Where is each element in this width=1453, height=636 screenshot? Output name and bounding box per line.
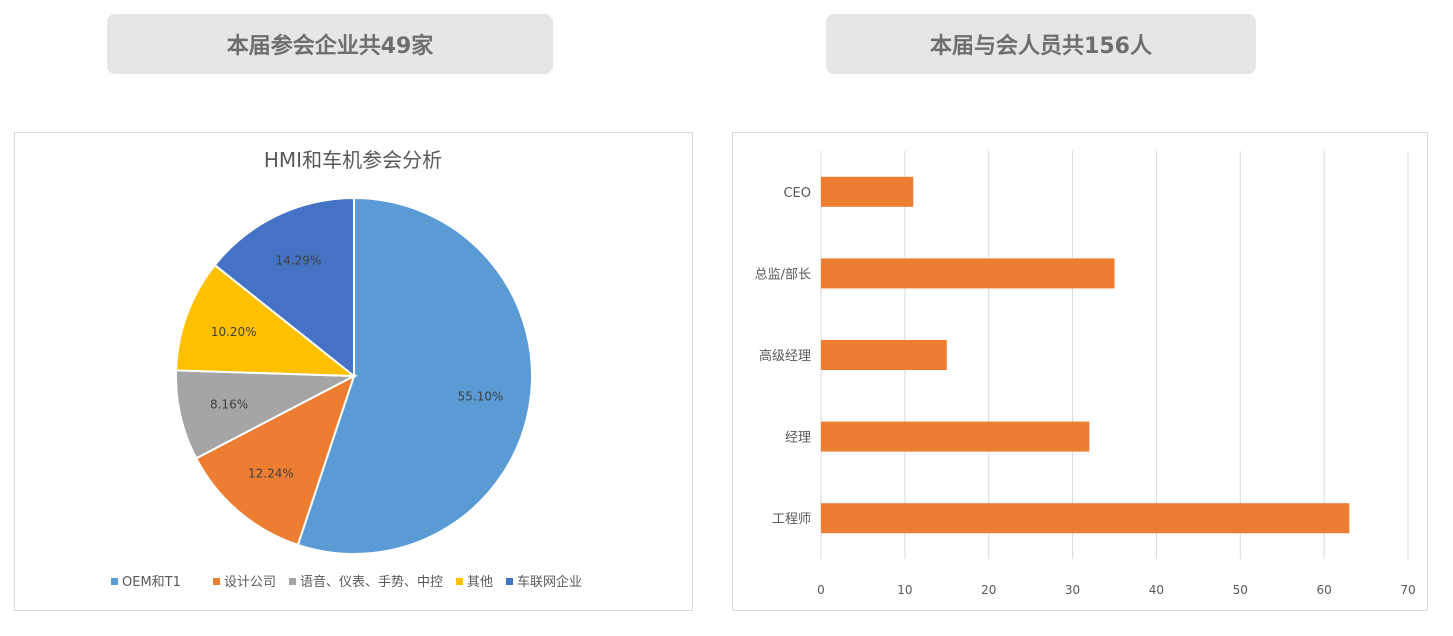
pie-data-label-3: 10.20% — [211, 325, 257, 339]
x-tick-label-7: 70 — [1400, 583, 1415, 597]
legend-swatch-0 — [111, 578, 118, 585]
pie-slice-0 — [296, 196, 533, 555]
pie-data-label-0: 55.10% — [458, 389, 504, 403]
banner-attendees-text: 本届与会人员共156人 — [930, 34, 1152, 59]
pie-chart: HMI和车机参会分析 55.10% 12.24% 8.16% 10.20% 14.29% O… — [111, 148, 582, 590]
bar-chart-panel: 0 10 20 30 40 50 60 70 CEO 总监/部长高级经理经理工程师 — [732, 132, 1428, 611]
x-tick-label-6: 60 — [1317, 583, 1332, 597]
pie-slice-3 — [175, 263, 357, 378]
legend-label-0: OEM和T1 — [122, 575, 181, 590]
x-tick-label-2: 20 — [981, 583, 996, 597]
banner-companies: 本届参会企业共49家 — [107, 14, 553, 74]
pie-chart-panel: HMI和车机参会分析 55.10% 12.24% 8.16% 10.20% 14.29% O… — [14, 132, 693, 611]
banner-attendees: 本届与会人员共156人 — [826, 14, 1256, 74]
legend-swatch-1 — [213, 578, 220, 585]
banner-companies-text: 本届参会企业共49家 — [226, 34, 434, 59]
x-tick-label-1: 10 — [897, 583, 912, 597]
legend-label-4: 车联网企业 — [517, 574, 582, 590]
bar-4 — [821, 503, 1350, 534]
legend-swatch-2 — [289, 578, 296, 585]
x-tick-label-4: 40 — [1149, 583, 1164, 597]
bar-0 — [821, 176, 914, 207]
bar-3 — [821, 421, 1090, 452]
pie-slice-2 — [175, 369, 358, 460]
pie-data-label-4: 14.29% — [275, 254, 321, 268]
pie-data-label-2: 8.16% — [210, 398, 248, 412]
legend-swatch-3 — [456, 578, 463, 585]
bar-2 — [821, 340, 947, 370]
legend-swatch-4 — [506, 578, 513, 585]
legend-label-2: 语音、仪表、手势、中控 — [300, 574, 443, 590]
pie-title: HMI和车机参会分析 — [264, 148, 442, 172]
y-category-label-1: 总监/部长 — [755, 267, 811, 282]
y-category-label-2: 高级经理 — [759, 348, 811, 364]
legend-label-1: 设计公司 — [224, 575, 276, 590]
bar-1 — [821, 258, 1115, 289]
y-category-label-3: 经理 — [785, 431, 811, 446]
x-tick-label-5: 50 — [1233, 583, 1248, 597]
y-category-label-0: CEO — [783, 186, 811, 201]
pie-data-label-1: 12.24% — [248, 467, 294, 481]
y-category-label-4: 工程师 — [772, 512, 811, 527]
x-tick-label-0: 0 — [817, 583, 825, 597]
pie-slice-4 — [213, 196, 355, 379]
pie-slice-1 — [194, 373, 356, 547]
x-tick-label-3: 30 — [1065, 583, 1080, 597]
legend-label-3: 其他 — [467, 575, 493, 590]
